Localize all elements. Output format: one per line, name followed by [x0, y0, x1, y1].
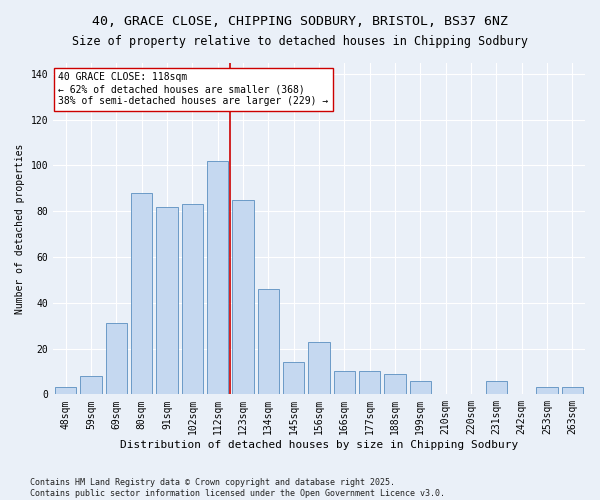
Bar [485, 380, 507, 394]
Text: Size of property relative to detached houses in Chipping Sodbury: Size of property relative to detached ho… [72, 35, 528, 48]
Bar [536, 388, 558, 394]
Y-axis label: Number of detached properties: Number of detached properties [15, 143, 25, 314]
Bar [384, 374, 406, 394]
Bar [182, 204, 203, 394]
Bar [131, 193, 152, 394]
Bar [55, 388, 76, 394]
Bar [257, 289, 279, 395]
Bar [106, 324, 127, 394]
Bar [410, 380, 431, 394]
Bar [283, 362, 304, 394]
Bar [80, 376, 102, 394]
Bar [562, 388, 583, 394]
Text: Contains HM Land Registry data © Crown copyright and database right 2025.
Contai: Contains HM Land Registry data © Crown c… [30, 478, 445, 498]
Bar [334, 372, 355, 394]
Bar [359, 372, 380, 394]
Bar [156, 206, 178, 394]
Bar [207, 161, 229, 394]
Bar [308, 342, 330, 394]
Text: 40 GRACE CLOSE: 118sqm
← 62% of detached houses are smaller (368)
38% of semi-de: 40 GRACE CLOSE: 118sqm ← 62% of detached… [58, 72, 329, 106]
Bar [232, 200, 254, 394]
X-axis label: Distribution of detached houses by size in Chipping Sodbury: Distribution of detached houses by size … [120, 440, 518, 450]
Text: 40, GRACE CLOSE, CHIPPING SODBURY, BRISTOL, BS37 6NZ: 40, GRACE CLOSE, CHIPPING SODBURY, BRIST… [92, 15, 508, 28]
